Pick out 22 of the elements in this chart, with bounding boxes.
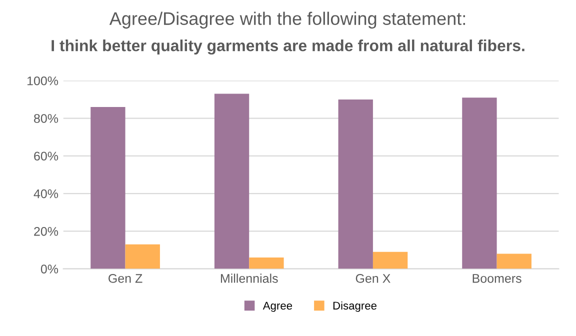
bar	[372, 252, 408, 269]
chart-title: Agree/Disagree with the following statement:	[109, 12, 466, 29]
bar	[90, 106, 126, 269]
legend-label: Agree	[262, 302, 292, 312]
y-tick-label: 80%	[34, 114, 58, 123]
x-tick-label: Gen Z	[108, 274, 142, 283]
y-tick-label: 40%	[34, 189, 58, 198]
bar	[249, 258, 284, 269]
y-tick-label: 0%	[40, 264, 58, 274]
bar	[338, 99, 373, 269]
bar	[125, 244, 160, 269]
y-tick-label: 100%	[27, 76, 58, 86]
y-tick-label: 20%	[34, 226, 58, 236]
x-tick-label: Gen X	[356, 274, 390, 283]
bar	[214, 94, 250, 269]
y-tick-label: 60%	[34, 152, 58, 161]
x-tick-label: Boomers	[472, 274, 522, 283]
legend-label: Disagree	[333, 301, 376, 312]
x-tick-label: Millennials	[220, 274, 278, 283]
bar	[462, 98, 497, 269]
chart-subtitle: I think better quality garments are made from all natural fibers.	[52, 40, 524, 55]
bar	[496, 254, 532, 269]
